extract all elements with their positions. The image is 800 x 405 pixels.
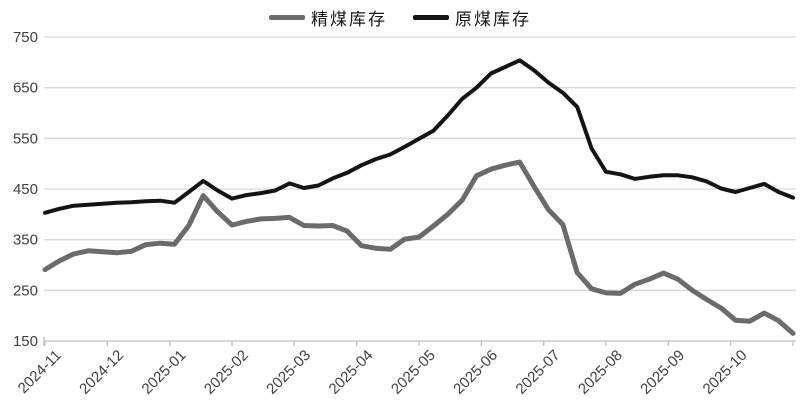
y-axis-tick-label: 650 (13, 80, 38, 97)
x-axis-tick-label: 2024-11 (15, 347, 65, 397)
x-axis-tick-label: 2025-02 (201, 347, 252, 398)
y-axis-tick-label: 750 (13, 29, 38, 46)
x-axis-tick-label: 2025-01 (139, 347, 190, 398)
chart-legend: 精煤库存 原煤库存 (0, 4, 800, 30)
x-axis-tick-label: 2024-12 (76, 347, 127, 398)
x-axis-tick-label: 2025-03 (263, 347, 314, 398)
raw-coal-legend-swatch-icon (413, 14, 449, 20)
y-axis-tick-label: 450 (13, 181, 38, 198)
refined-coal-line (42, 159, 796, 336)
x-axis-tick-label: 2025-05 (388, 347, 439, 398)
x-axis-tick-label: 2025-08 (575, 347, 626, 398)
x-axis-tick-label: 2025-10 (700, 347, 751, 398)
x-axis-tick-label: 2025-06 (450, 347, 501, 398)
y-axis-tick-label: 150 (13, 333, 38, 350)
legend-item-refined-coal: 精煤库存 (269, 5, 387, 30)
y-axis-tick-label: 250 (13, 282, 38, 299)
x-axis-tick-label: 2025-09 (637, 347, 688, 398)
y-axis-tick-label: 550 (13, 130, 38, 147)
legend-label-raw-coal: 原煤库存 (455, 9, 531, 29)
legend-label-refined-coal: 精煤库存 (311, 9, 387, 29)
x-axis-tick-label: 2025-07 (513, 347, 564, 398)
refined-coal-legend-swatch-icon (269, 14, 305, 20)
raw-coal-line (43, 58, 795, 215)
y-axis-tick-label: 350 (13, 232, 38, 249)
x-axis-tick-label: 2025-04 (326, 347, 377, 398)
legend-item-raw-coal: 原煤库存 (413, 5, 531, 30)
